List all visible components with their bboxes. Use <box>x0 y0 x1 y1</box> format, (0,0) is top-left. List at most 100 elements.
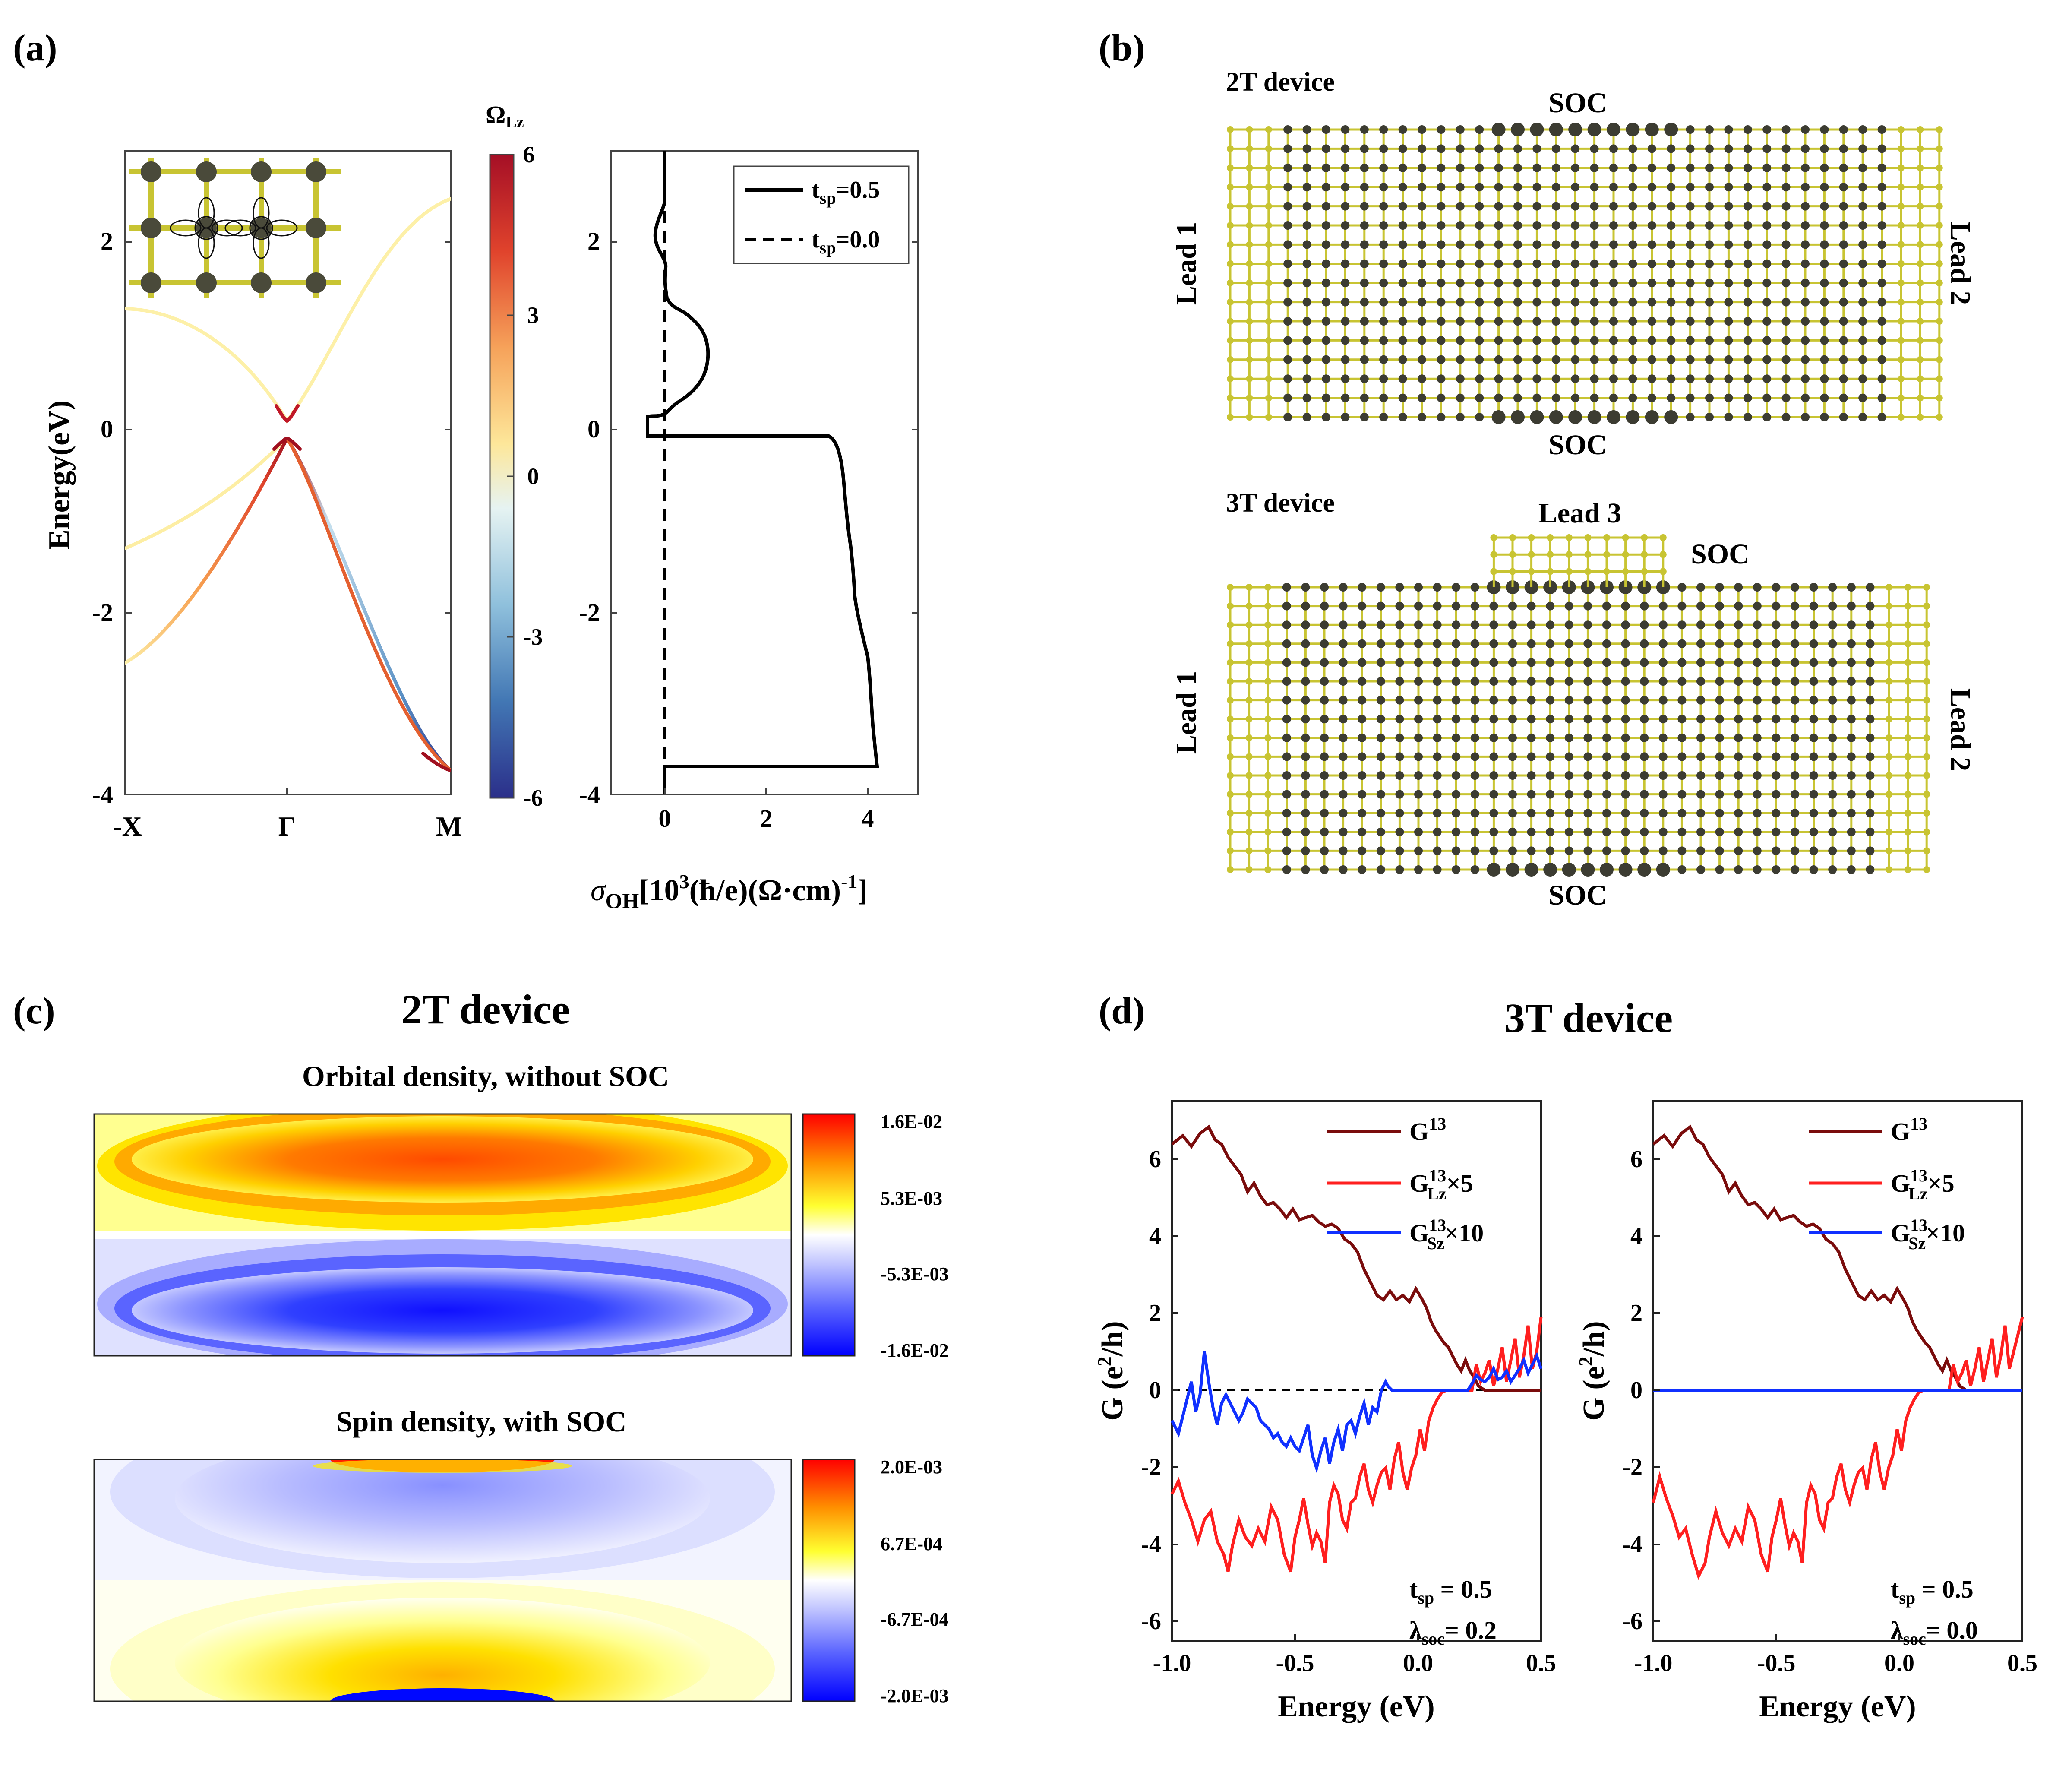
orbital-density-subtitle: Orbital density, without SOC <box>302 1060 669 1092</box>
device-3t-lead3: Lead 3 <box>1538 497 1622 529</box>
conductance-plot-right: 6 4 2 0 -2 -4 -6 -1.0 -0.5 0.0 0.5 Energ… <box>1575 1100 2037 1723</box>
device-3t-soc-top: SOC <box>1691 538 1750 570</box>
panel-d-title: 3T device <box>1504 995 1673 1041</box>
panel-label-a: (a) <box>13 27 57 69</box>
cond-ytick-0: 0 <box>587 415 600 443</box>
svg-text:-4: -4 <box>1141 1531 1161 1558</box>
cb-tick-m3: -3 <box>524 624 543 650</box>
svg-text:-0.5: -0.5 <box>1276 1650 1314 1677</box>
svg-text:6.7E-04: 6.7E-04 <box>881 1533 942 1554</box>
cb-tick-6: 6 <box>523 142 535 168</box>
svg-text:0.0: 0.0 <box>1403 1650 1433 1677</box>
svg-text:0.5: 0.5 <box>2007 1650 2037 1677</box>
berry-colorbar: ΩLz 6 3 0 -3 -6 <box>486 101 543 811</box>
colorbar-title: ΩLz <box>486 101 524 131</box>
svg-text:4: 4 <box>1149 1223 1161 1250</box>
svg-text:tsp=0.0: tsp=0.0 <box>812 226 880 257</box>
band-gap-top <box>275 404 300 423</box>
left-param-l: λsoc= 0.2 <box>1409 1616 1497 1649</box>
svg-text:G13: G13 <box>1891 1114 1927 1146</box>
svg-text:4: 4 <box>1630 1223 1642 1250</box>
conductance-plot-left: 6 4 2 0 -2 -4 -6 -1.0 -0.5 0.0 0.5 Energ… <box>1093 1100 1556 1723</box>
cond-ytick-m2: -2 <box>579 598 600 627</box>
left-param-t: tsp = 0.5 <box>1409 1575 1492 1608</box>
device-2t-title: 2T device <box>1226 67 1335 97</box>
band-ylabel: Energy(eV) <box>43 400 76 550</box>
band-m-end <box>421 752 451 772</box>
device-2t-lead1: Lead 1 <box>1171 222 1202 305</box>
spin-density-subtitle: Spin density, with SOC <box>336 1405 627 1438</box>
spin-density-frame <box>93 1459 792 1702</box>
band-upper-left <box>125 437 289 550</box>
svg-text:-2: -2 <box>1622 1454 1642 1481</box>
right-glz-curve <box>1652 1317 2024 1580</box>
band-xtick-m: M <box>436 811 462 842</box>
band-xtick-gamma: Γ <box>278 811 296 842</box>
right-ylabel: G (e2/h) <box>1575 1321 1611 1421</box>
svg-text:0: 0 <box>1630 1377 1642 1404</box>
band-top-curve <box>125 197 451 424</box>
panel-label-b: (b) <box>1099 27 1145 69</box>
svg-text:2.0E-03: 2.0E-03 <box>881 1456 942 1478</box>
svg-text:-4: -4 <box>1622 1531 1642 1558</box>
band-ytick-m4: -4 <box>92 781 113 809</box>
spin-colorbar: 2.0E-03 6.7E-04 -6.7E-04 -2.0E-03 <box>802 1456 949 1706</box>
device-2t-lead2: Lead 2 <box>1945 222 1976 305</box>
svg-text:1.6E-02: 1.6E-02 <box>881 1111 942 1132</box>
band-structure-plot: 2 0 -2 -4 -X Γ M Energy(eV) <box>43 150 462 842</box>
band-ytick-m2: -2 <box>92 598 113 627</box>
device-2t-soc-bottom: SOC <box>1548 429 1607 461</box>
device-3t-title: 3T device <box>1226 488 1335 518</box>
svg-text:-1.0: -1.0 <box>1153 1650 1191 1677</box>
device-2t-soc-top: SOC <box>1548 87 1607 119</box>
svg-text:5.3E-03: 5.3E-03 <box>881 1188 942 1209</box>
panel-label-c: (c) <box>13 990 55 1032</box>
orbital-colorbar: 1.6E-02 5.3E-03 -5.3E-03 -1.6E-02 <box>802 1111 949 1361</box>
device-3t-lead2: Lead 2 <box>1945 688 1976 772</box>
svg-text:G13: G13 <box>1409 1114 1446 1146</box>
right-param-l: λsoc= 0.0 <box>1891 1616 1978 1649</box>
band-plot-frame <box>124 150 452 795</box>
device-3t-lattice <box>1227 534 1930 877</box>
left-glz-curve <box>1170 1317 1543 1573</box>
orbital-density-map <box>94 1114 791 1356</box>
svg-text:-2: -2 <box>1141 1454 1161 1481</box>
cond-legend: tsp=0.5 tsp=0.0 <box>733 165 910 264</box>
svg-text:-5.3E-03: -5.3E-03 <box>881 1263 949 1285</box>
cb-tick-0: 0 <box>527 463 539 489</box>
svg-text:-0.5: -0.5 <box>1757 1650 1796 1677</box>
svg-text:0.5: 0.5 <box>1526 1650 1556 1677</box>
device-3t-soc-bottom: SOC <box>1548 880 1607 911</box>
svg-text:0.0: 0.0 <box>1884 1650 1914 1677</box>
orbital-density-frame <box>93 1113 792 1357</box>
svg-text:2: 2 <box>1630 1300 1642 1326</box>
svg-text:-1.0: -1.0 <box>1634 1650 1673 1677</box>
svg-text:0: 0 <box>1149 1377 1161 1404</box>
orbital-hall-conductivity-plot: 2 0 -2 -4 0 2 4 tsp=0.5 tsp=0.0 σOH[103(… <box>579 150 919 913</box>
band-ytick-2: 2 <box>101 227 113 255</box>
cond-xtick-2: 2 <box>760 804 773 832</box>
svg-text:6: 6 <box>1630 1146 1642 1173</box>
device-3t-lead1: Lead 1 <box>1171 671 1202 754</box>
cond-ytick-2: 2 <box>587 227 600 255</box>
panel-label-d: (d) <box>1099 990 1145 1032</box>
right-g13-curve <box>1652 1124 2022 1392</box>
band-gap-bottom <box>272 436 302 451</box>
band-ticks <box>125 241 451 794</box>
svg-text:-2.0E-03: -2.0E-03 <box>881 1685 949 1706</box>
cond-ytick-m4: -4 <box>579 781 600 809</box>
band-lower-right <box>285 437 451 772</box>
cond-xtick-4: 4 <box>862 804 874 832</box>
spin-density-map <box>94 1459 791 1701</box>
panel-c-title: 2T device <box>401 986 570 1032</box>
left-xlabel: Energy (eV) <box>1278 1690 1435 1723</box>
left-g13-curve <box>1171 1124 1541 1392</box>
svg-text:-1.6E-02: -1.6E-02 <box>881 1340 949 1361</box>
band-lower-left <box>125 437 289 665</box>
band-xtick-x: -X <box>113 811 142 842</box>
band-inset-lattice <box>130 158 341 298</box>
